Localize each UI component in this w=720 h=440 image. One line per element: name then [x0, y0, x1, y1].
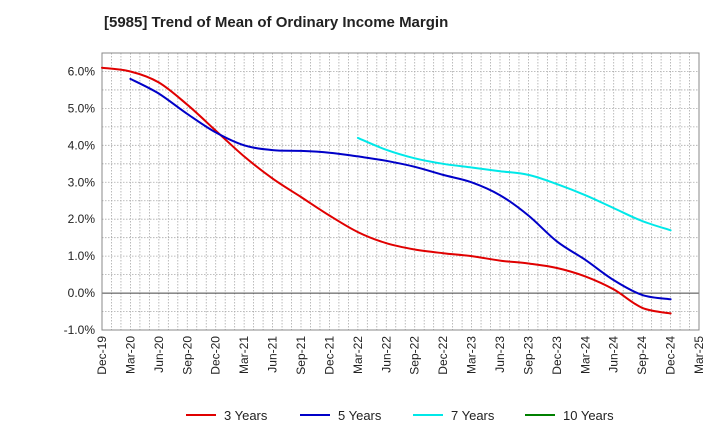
y-tick-label: 5.0% [68, 101, 96, 115]
x-tick-label: Mar-20 [123, 336, 137, 374]
legend-label-7-years: 7 Years [451, 408, 495, 423]
x-tick-label: Dec-19 [95, 336, 109, 375]
series-line-5-years [129, 77, 672, 301]
x-tick-label: Dec-22 [436, 336, 450, 375]
y-tick-label: 3.0% [68, 175, 96, 189]
series-layer [101, 66, 672, 315]
x-tick-label: Dec-20 [209, 336, 223, 375]
x-tick-label: Dec-24 [664, 336, 678, 375]
y-axis-ticks: 6.0% 5.0% 4.0% 3.0% 2.0% 1.0% 0.0% -1.0% [64, 64, 96, 337]
x-tick-label: Dec-21 [322, 336, 336, 375]
series-line-3-years [101, 66, 672, 315]
y-tick-label: 6.0% [68, 64, 96, 78]
x-tick-label: Sep-23 [521, 336, 535, 375]
x-tick-label: Sep-20 [180, 336, 194, 375]
legend-label-3-years: 3 Years [224, 408, 268, 423]
x-tick-label: Mar-24 [578, 336, 592, 374]
y-tick-label: 0.0% [68, 286, 96, 300]
x-tick-label: Dec-23 [550, 336, 564, 375]
x-tick-label: Mar-25 [692, 336, 706, 374]
legend-label-10-years: 10 Years [563, 408, 614, 423]
x-axis-ticks: Dec-19 Mar-20 Jun-20 Sep-20 Dec-20 Mar-21 Jun-… [95, 336, 706, 375]
x-tick-label: Jun-20 [152, 336, 166, 373]
legend: 3 Years 5 Years 7 Years 10 Years [186, 408, 614, 423]
series-line-7-years [356, 136, 672, 232]
legend-label-5-years: 5 Years [338, 408, 382, 423]
x-tick-label: Sep-22 [408, 336, 422, 375]
y-tick-label: 4.0% [68, 138, 96, 152]
chart-title: [5985] Trend of Mean of Ordinary Income … [104, 14, 449, 31]
y-tick-label: 2.0% [68, 212, 96, 226]
x-tick-label: Sep-21 [294, 336, 308, 375]
x-tick-label: Jun-23 [493, 336, 507, 373]
x-tick-label: Mar-22 [351, 336, 365, 374]
y-tick-label: -1.0% [64, 323, 96, 337]
plot-frame [101, 52, 700, 331]
grid-layer [102, 52, 699, 331]
x-tick-label: Jun-21 [266, 336, 280, 373]
x-tick-label: Sep-24 [635, 336, 649, 375]
y-tick-label: 1.0% [68, 249, 96, 263]
x-tick-label: Mar-21 [237, 336, 251, 374]
x-tick-label: Mar-23 [465, 336, 479, 374]
x-tick-label: Jun-24 [607, 336, 621, 373]
x-tick-label: Jun-22 [379, 336, 393, 373]
